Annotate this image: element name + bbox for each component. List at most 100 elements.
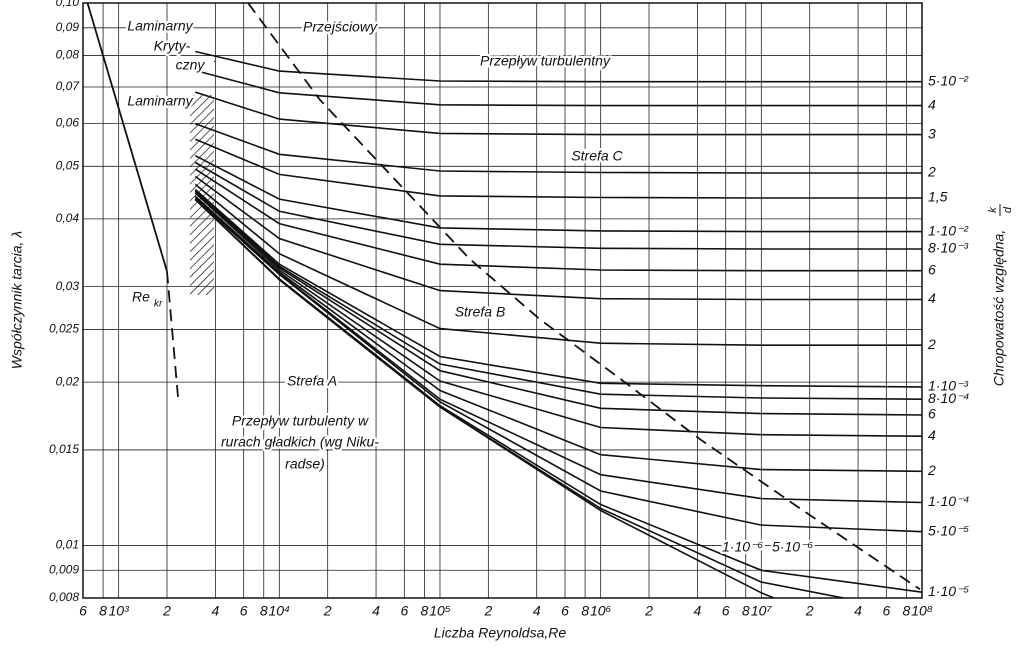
y-tick-label: 0,06	[56, 116, 80, 130]
y2-fraction-den: d	[1002, 206, 1014, 213]
series-label: 6	[928, 406, 936, 422]
y-tick-label: 0,015	[49, 442, 79, 456]
series-label: 5·10⁻⁶	[772, 539, 813, 555]
annotation: Przepływ turbulenty w	[232, 413, 369, 429]
series-label: 1·10⁻³	[928, 378, 968, 394]
x-tick-label: 8	[903, 603, 911, 619]
roughness-curve	[194, 175, 922, 301]
y-tick-label: 0,09	[56, 20, 80, 34]
plot-frame	[82, 2, 923, 599]
x-tick-label: 8	[581, 603, 589, 619]
series-label: 1·10⁻⁵	[928, 583, 969, 599]
annotation: rurach gładkich (wg Niku-	[221, 434, 379, 450]
x-tick-label: 4	[533, 603, 541, 619]
series-label: 4	[928, 290, 936, 306]
annotation: Przejściowy	[303, 19, 378, 35]
y-tick-label: 0,10	[56, 0, 80, 9]
y-axis-label: Współczynnik tarcia, λ	[9, 231, 25, 369]
series-label: 1·10⁻⁴	[928, 493, 969, 509]
y-tick-label: 0,08	[56, 48, 80, 62]
rekr-label: Re	[132, 289, 150, 305]
roughness-curve	[194, 190, 922, 400]
y-tick-label: 0,01	[56, 538, 79, 552]
roughness-curve	[195, 50, 922, 83]
roughness-curve	[194, 183, 922, 346]
y-tick-label: 0,02	[56, 374, 80, 388]
y-tick-label: 0,05	[56, 158, 80, 172]
reference-line	[247, 3, 921, 591]
series-label: 1,5	[928, 189, 948, 205]
y-tick-label: 0,009	[49, 562, 79, 576]
series-label: 3	[928, 125, 936, 141]
x-tick-label: 2	[805, 603, 814, 619]
y-tick-label: 0,025	[49, 322, 79, 336]
reference-line	[86, 3, 168, 272]
series-label: 6	[928, 261, 936, 277]
annotation: radse)	[285, 456, 325, 472]
y-tick-label: 0,008	[49, 590, 79, 604]
roughness-curve	[194, 168, 922, 272]
y-tick-label: 0,04	[56, 211, 80, 225]
series-label: 1·10⁻⁶	[722, 539, 763, 555]
roughness-curve	[194, 154, 922, 233]
series-label: 5·10⁻²	[928, 72, 969, 88]
x-tick-label: 6	[400, 603, 408, 619]
series-label: 8·10⁻⁴	[928, 390, 969, 406]
roughness-curve	[195, 69, 922, 107]
x-tick-label: 10⁴	[268, 603, 290, 619]
grid	[82, 2, 923, 599]
y-tick-label: 0,07	[56, 79, 81, 93]
roughness-curve	[194, 199, 922, 593]
roughness-curve	[194, 192, 922, 437]
x-tick-label: 10⁸	[911, 603, 933, 619]
roughness-curve	[194, 188, 922, 388]
series-label: 2	[927, 164, 936, 180]
annotation: Strefa A	[287, 373, 337, 389]
x-tick-label: 6	[561, 603, 569, 619]
annotation: Laminarny	[127, 18, 193, 34]
y2-axis-label-text: Chropowatość względna,	[991, 230, 1007, 386]
x-tick-label: 4	[693, 603, 701, 619]
roughness-curve	[195, 91, 922, 136]
roughness-curve	[194, 138, 922, 199]
series-label: 4	[928, 96, 936, 112]
x-tick-label: 2	[644, 603, 653, 619]
annotation: czny	[176, 57, 206, 73]
x-tick-label: 6	[722, 603, 730, 619]
rekr-sub: kr	[154, 299, 163, 310]
labels: 6 8 10³ 2 4 6 8 10⁴ 2 4 6 8 10⁵ 2 4 6 8 10⁶ 2 4 6 8 10⁷ 2 4 6 8 10⁸…	[49, 0, 970, 619]
curves	[86, 3, 922, 598]
x-tick-label: 10⁷	[751, 603, 773, 619]
y2-fraction-num: k	[987, 207, 999, 213]
x-tick-label: 8	[742, 603, 750, 619]
x-tick-label: 6	[79, 603, 87, 619]
annotation: Kryty-	[154, 38, 191, 54]
x-tick-label: 10⁶	[590, 603, 612, 619]
series-label: 2	[927, 462, 936, 478]
x-tick-label: 4	[854, 603, 862, 619]
x-tick-label: 6	[882, 603, 890, 619]
series-label: 5·10⁻⁵	[928, 522, 969, 538]
annotation: Strefa B	[455, 304, 506, 320]
x-tick-label: 8	[99, 603, 107, 619]
roughness-curve	[194, 191, 922, 416]
x-tick-label: 8	[421, 603, 429, 619]
roughness-curve	[194, 199, 777, 598]
series-label: 4	[928, 427, 936, 443]
annotation: Przepływ turbulentny	[480, 53, 611, 69]
x-axis-label: Liczba Reynoldsa,Re	[434, 625, 567, 641]
roughness-curve	[195, 122, 922, 174]
x-tick-label: 6	[240, 603, 248, 619]
x-tick-label: 2	[483, 603, 492, 619]
annotation: Laminarny	[127, 93, 193, 109]
x-tick-label: 4	[372, 603, 380, 619]
x-tick-label: 10³	[109, 603, 130, 619]
y-tick-label: 0,03	[56, 279, 80, 293]
x-tick-label: 8	[260, 603, 268, 619]
roughness-curve	[194, 198, 922, 533]
series-label: 1·10⁻²	[928, 222, 969, 238]
reference-line	[166, 271, 180, 401]
x-tick-label: 2	[162, 603, 171, 619]
x-tick-label: 4	[211, 603, 219, 619]
